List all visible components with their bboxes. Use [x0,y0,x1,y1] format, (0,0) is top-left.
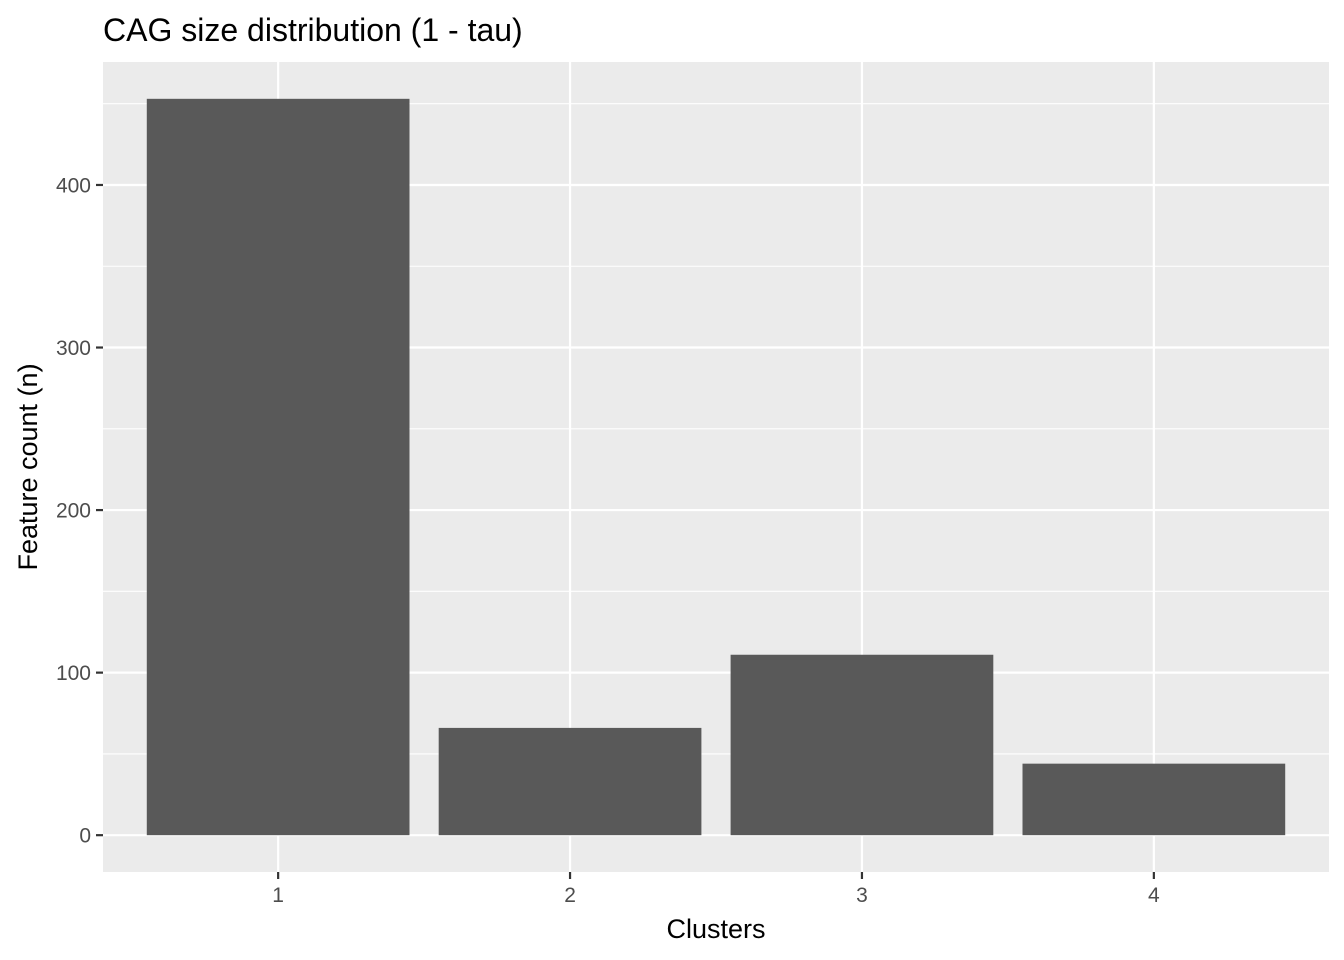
bar-cluster-1 [146,98,410,836]
y-tick-label: 100 [56,662,91,685]
y-axis: 0 100 200 300 400 [56,174,103,848]
x-tick-label: 4 [1148,884,1160,907]
bar-cluster-2 [438,727,702,836]
y-tick-label: 400 [56,174,91,197]
y-tick-label: 0 [79,825,91,848]
x-tick-label: 3 [856,884,868,907]
bars [146,98,1286,836]
bar-cluster-4 [1022,763,1286,836]
x-axis: 1 2 3 4 [272,872,1160,907]
y-tick-label: 300 [56,337,91,360]
x-tick-label: 1 [272,884,284,907]
bar-cluster-3 [730,654,994,836]
y-axis-title: Feature count (n) [13,363,43,570]
x-axis-title: Clusters [666,914,765,944]
x-tick-label: 2 [564,884,576,907]
chart-title: CAG size distribution (1 - tau) [103,12,523,48]
y-tick-label: 200 [56,500,91,523]
